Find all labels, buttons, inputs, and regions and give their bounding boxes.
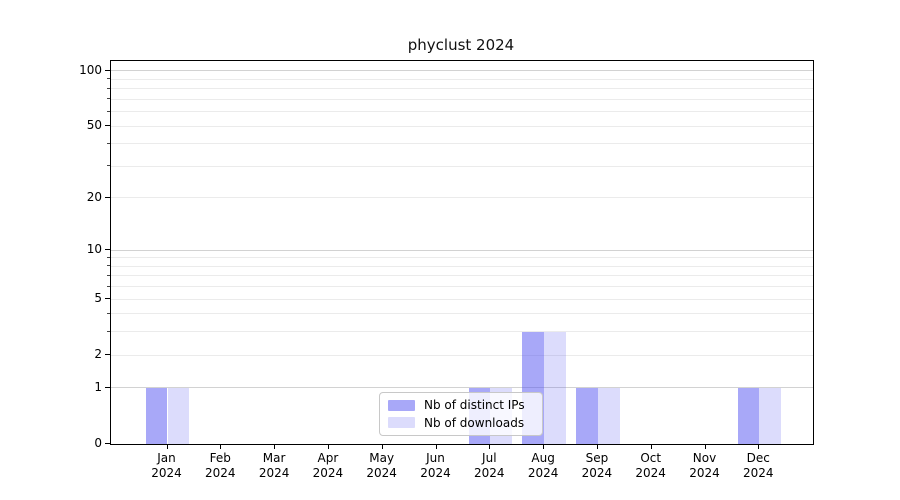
y-minor-tick-mark	[107, 265, 110, 267]
x-tick-mark	[596, 444, 599, 449]
y-gridline-minor	[111, 143, 813, 145]
bar-sep-downloads	[597, 387, 620, 444]
bar-jan-downloads	[167, 387, 190, 444]
y-minor-tick-mark	[107, 312, 110, 314]
y-tick-label: 1	[94, 379, 102, 394]
x-tick-label: Mar 2024	[258, 451, 290, 480]
y-gridline-minor	[111, 125, 813, 127]
y-tick-label: 2	[94, 347, 102, 362]
y-tick-label: 50	[86, 118, 102, 133]
y-gridline-minor	[111, 165, 813, 167]
y-minor-tick-mark	[107, 285, 110, 287]
y-minor-tick-mark	[107, 165, 110, 167]
y-minor-tick-mark	[107, 87, 110, 89]
y-tick-mark	[105, 443, 110, 445]
y-tick-label: 5	[94, 291, 102, 306]
y-gridline-minor	[111, 111, 813, 113]
x-tick-mark	[758, 444, 760, 449]
x-tick-mark	[489, 444, 491, 449]
x-tick-mark	[650, 444, 652, 449]
x-tick-label: May 2024	[366, 451, 397, 480]
legend-item-distinct-ips: Nb of distinct IPs	[388, 398, 534, 412]
x-tick-mark	[220, 444, 222, 449]
x-tick-mark	[543, 444, 545, 449]
x-tick-label: Nov 2024	[689, 451, 720, 480]
y-minor-tick-mark	[107, 330, 110, 332]
y-tick-mark	[105, 249, 110, 251]
y-tick-label: 10	[86, 242, 102, 257]
legend-swatch-distinct-ips	[388, 399, 415, 411]
legend: Nb of distinct IPs Nb of downloads	[379, 392, 543, 436]
y-minor-tick-mark	[107, 110, 110, 112]
x-tick-label: Dec 2024	[743, 451, 774, 480]
x-tick-label: Jan 2024	[151, 451, 182, 480]
x-tick-mark	[704, 444, 706, 449]
bar-jan-distinct-ips	[145, 387, 168, 444]
y-gridline-minor	[111, 265, 813, 267]
x-tick-label: Jul 2024	[474, 451, 505, 480]
x-tick-label: Sep 2024	[581, 451, 613, 480]
y-gridline-minor	[111, 275, 813, 277]
y-gridline-minor	[111, 331, 813, 333]
x-tick-label: Feb 2024	[205, 451, 236, 480]
y-tick-mark	[105, 298, 110, 300]
y-gridline-major	[111, 387, 813, 389]
y-minor-tick-mark	[107, 142, 110, 144]
y-tick-label: 0	[94, 436, 102, 450]
x-tick-label: Apr 2024	[312, 451, 344, 480]
y-tick-mark	[105, 354, 110, 356]
y-gridline-minor	[111, 78, 813, 80]
y-gridline-minor	[111, 286, 813, 288]
legend-item-downloads: Nb of downloads	[388, 416, 534, 430]
y-tick-mark	[105, 69, 110, 71]
y-gridline-minor	[111, 98, 813, 100]
legend-label-distinct-ips: Nb of distinct IPs	[424, 398, 525, 413]
y-gridline-minor	[111, 313, 813, 315]
plot-area: Nb of distinct IPs Nb of downloads	[110, 60, 814, 445]
y-gridline-major	[111, 70, 813, 72]
bar-sep-distinct-ips	[576, 387, 598, 444]
x-tick-label: Oct 2024	[635, 451, 666, 480]
x-tick-mark	[166, 444, 168, 449]
x-tick-mark	[435, 444, 437, 449]
y-gridline-major	[111, 249, 813, 251]
y-tick-mark	[105, 125, 110, 127]
bar-dec-distinct-ips	[737, 387, 760, 444]
chart-title: phyclust 2024	[407, 36, 515, 54]
y-minor-tick-mark	[107, 78, 110, 80]
y-tick-label: 100	[79, 62, 102, 77]
y-gridline-minor	[111, 88, 813, 90]
x-tick-mark	[381, 444, 383, 449]
legend-label-downloads: Nb of downloads	[424, 415, 525, 430]
y-minor-tick-mark	[107, 274, 110, 276]
y-tick-mark	[105, 386, 110, 389]
bar-dec-downloads	[759, 387, 782, 444]
y-tick-label: 20	[86, 189, 102, 204]
y-gridline-minor	[111, 354, 813, 356]
y-gridline-minor	[111, 257, 813, 259]
bar-aug-downloads	[544, 331, 566, 444]
y-gridline-minor	[111, 298, 813, 300]
x-tick-mark	[327, 444, 330, 449]
y-tick-mark	[105, 196, 110, 198]
y-gridline-minor	[111, 197, 813, 199]
y-minor-tick-mark	[107, 256, 110, 258]
x-tick-label: Jun 2024	[420, 451, 451, 480]
x-tick-mark	[274, 444, 276, 449]
legend-swatch-downloads	[388, 417, 415, 429]
y-minor-tick-mark	[107, 98, 110, 100]
x-tick-label: Aug 2024	[527, 451, 559, 480]
